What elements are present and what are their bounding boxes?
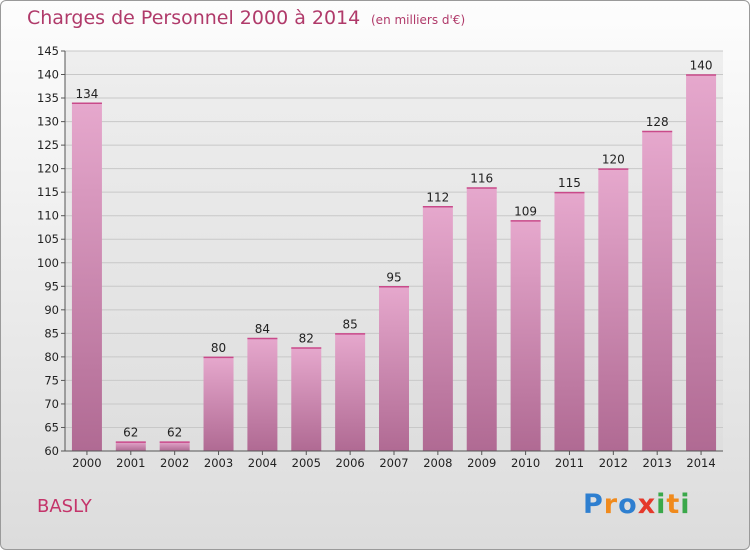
x-tick-label: 2004 [248,456,277,470]
logo-letter: i [656,489,667,520]
bar [115,441,146,451]
x-tick-label: 2009 [467,456,496,470]
y-tick-label: 145 [37,44,59,58]
chart-title: Charges de Personnel 2000 à 2014 [27,7,361,29]
x-tick-label: 2000 [72,456,101,470]
data-label: 140 [690,59,713,73]
logo-letter: t [666,489,681,520]
bar [510,220,541,451]
logo-letter: o [618,489,638,520]
data-label: 115 [558,176,581,190]
y-tick-label: 140 [37,68,59,82]
x-tick-label: 2008 [423,456,452,470]
y-tick-label: 85 [44,326,59,340]
y-tick-label: 70 [44,397,59,411]
y-tick-label: 120 [37,162,59,176]
bar [247,338,278,451]
bar [379,286,409,451]
data-label: 85 [342,317,357,331]
logo-letter: P [583,489,604,520]
y-tick-label: 65 [44,420,59,434]
y-tick-label: 100 [37,256,59,270]
bar [686,74,717,451]
data-label: 128 [646,115,669,129]
data-label: 116 [470,171,493,185]
x-tick-label: 2014 [686,456,715,470]
data-label: 120 [602,153,625,167]
bars [71,74,717,452]
bar [159,441,190,451]
x-tick-label: 2011 [555,456,584,470]
bar [335,333,366,451]
axes: 60 65 70 75 80 85 90 95 100 105 110 115 120 125 130 135… [37,44,723,470]
x-tick-label: 2002 [160,456,189,470]
bar [598,168,629,451]
x-tick-label: 2001 [116,456,145,470]
y-tick-label: 115 [37,185,59,199]
proxiti-logo: Proxiti [583,489,691,520]
logo-letter: x [637,489,657,520]
bar [466,187,497,451]
data-label: 134 [75,87,98,101]
data-label: 62 [167,426,182,440]
data-label: 112 [426,190,449,204]
bar [554,192,585,452]
y-tick-label: 95 [44,279,59,293]
x-tick-label: 2012 [599,456,628,470]
data-labels: 134 62 62 80 84 82 85 95 112 116 109 115 120 128 140 [75,59,712,440]
x-tick-label: 2006 [335,456,364,470]
y-tick-label: 110 [37,209,59,223]
bar [422,206,453,451]
commune-name: BASLY [37,496,92,517]
chart-subtitle: (en milliers d'€) [371,13,466,27]
y-tick-label: 80 [44,350,59,364]
bar [71,102,102,451]
data-label: 80 [211,341,226,355]
x-tick-label: 2013 [643,456,672,470]
y-tick-label: 105 [37,232,59,246]
data-label: 84 [255,322,270,336]
data-label: 82 [299,331,314,345]
bar [291,347,322,451]
y-tick-label: 135 [37,91,59,105]
y-tick-label: 75 [44,373,59,387]
x-tick-label: 2005 [292,456,321,470]
y-tick-label: 90 [44,303,59,317]
data-label: 109 [514,204,537,218]
data-label: 62 [123,426,138,440]
data-label: 95 [386,270,401,284]
logo-letter: i [680,489,691,520]
logo-letter: r [603,489,619,520]
x-tick-label: 2007 [379,456,408,470]
y-tick-label: 130 [37,115,59,129]
x-tick-label: 2003 [204,456,233,470]
y-tick-label: 125 [37,138,59,152]
bar [203,356,234,451]
y-tick-label: 60 [44,444,59,458]
x-tick-label: 2010 [511,456,540,470]
bar [642,131,673,451]
